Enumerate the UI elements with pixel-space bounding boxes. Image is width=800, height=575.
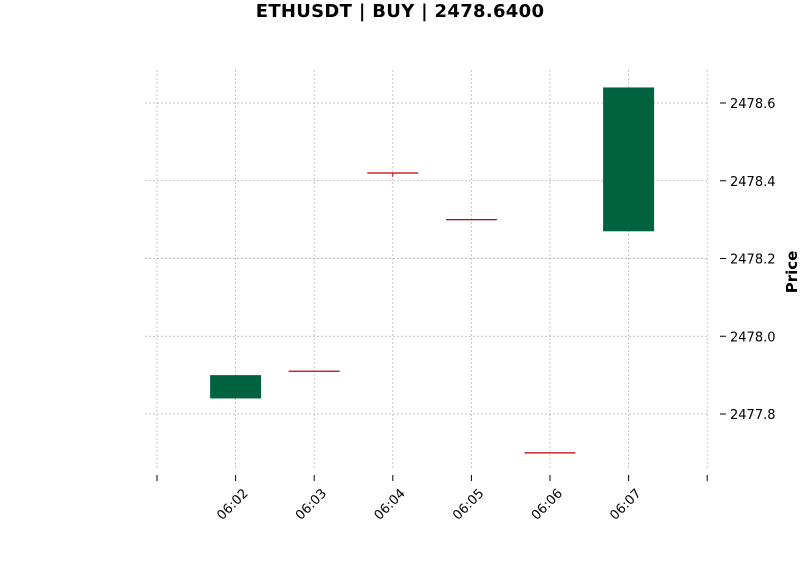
- candle-body: [603, 87, 655, 232]
- x-tick-label: 06:03: [293, 486, 330, 523]
- y-tick-label: 2478.4: [730, 175, 776, 190]
- y-tick-label: 2478.6: [730, 97, 776, 112]
- y-tick-label: 2477.8: [730, 408, 776, 423]
- chart-title: ETHUSDT | BUY | 2478.6400: [255, 1, 545, 22]
- x-tick-label: 06:07: [607, 486, 644, 523]
- x-tick-label: 06:05: [450, 486, 487, 523]
- x-tick-label: 06:02: [214, 486, 251, 523]
- y-axis: 2477.8 2478.0 2478.2 2478.4 2478.6: [720, 97, 776, 423]
- candle-body: [210, 375, 262, 399]
- y-axis-label: Price: [783, 251, 800, 294]
- y-tick-label: 2478.0: [730, 330, 776, 345]
- x-tick-label: 06:06: [529, 486, 566, 523]
- x-tick-label: 06:04: [372, 486, 409, 523]
- candles: [210, 87, 655, 454]
- y-tick-label: 2478.2: [730, 253, 776, 268]
- x-axis: 06:02 06:03 06:04 06:05 06:06 06:07: [156, 475, 708, 523]
